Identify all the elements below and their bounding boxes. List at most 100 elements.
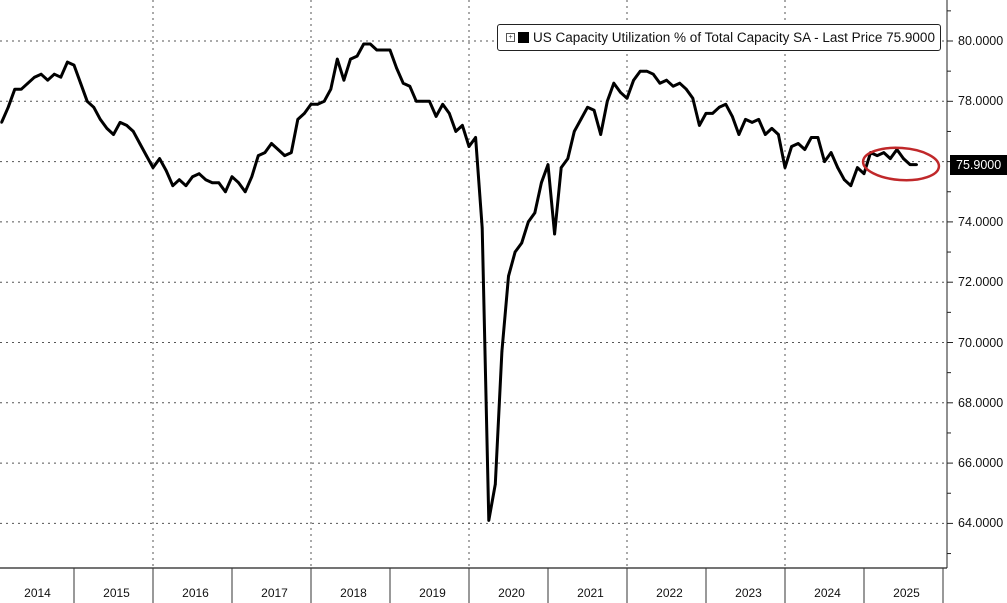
data-point bbox=[816, 136, 820, 139]
data-point bbox=[395, 66, 398, 70]
data-point bbox=[566, 157, 570, 160]
data-point bbox=[487, 519, 491, 522]
data-point bbox=[415, 100, 418, 103]
x-tick-label: 2015 bbox=[103, 586, 130, 600]
y-tick-label: 64.0000 bbox=[958, 516, 1004, 531]
data-point bbox=[145, 154, 148, 157]
data-point bbox=[711, 112, 714, 115]
data-point bbox=[849, 184, 853, 188]
data-point bbox=[908, 163, 912, 166]
data-point bbox=[757, 118, 760, 121]
data-point bbox=[250, 175, 254, 178]
data-point bbox=[612, 81, 616, 85]
data-point bbox=[46, 78, 49, 82]
data-point bbox=[836, 166, 839, 169]
data-point bbox=[875, 154, 879, 157]
y-tick-label: 68.0000 bbox=[958, 395, 1004, 410]
data-point bbox=[605, 100, 609, 103]
data-point bbox=[461, 124, 464, 127]
data-point bbox=[0, 121, 3, 124]
data-point bbox=[99, 118, 102, 121]
data-point bbox=[59, 75, 63, 79]
data-point bbox=[375, 48, 379, 52]
data-point bbox=[619, 90, 622, 94]
data-point bbox=[507, 274, 510, 278]
data-point bbox=[678, 81, 681, 85]
data-point bbox=[92, 106, 96, 109]
data-point bbox=[151, 166, 155, 169]
data-point bbox=[349, 57, 352, 61]
data-point bbox=[210, 181, 214, 185]
data-point bbox=[553, 232, 556, 236]
data-point bbox=[66, 60, 69, 64]
data-point bbox=[276, 148, 280, 151]
data-point bbox=[33, 75, 36, 79]
series-line bbox=[0, 42, 917, 522]
data-point bbox=[632, 78, 635, 82]
data-point bbox=[823, 160, 826, 163]
data-point bbox=[138, 142, 142, 145]
data-point bbox=[184, 184, 188, 188]
data-point bbox=[652, 72, 655, 76]
data-point bbox=[803, 148, 807, 151]
x-tick-label: 2022 bbox=[656, 586, 683, 600]
data-point bbox=[665, 78, 668, 82]
data-point bbox=[6, 106, 10, 109]
data-point bbox=[342, 78, 346, 82]
expand-icon[interactable]: + bbox=[506, 33, 515, 42]
highlight-ellipse bbox=[861, 146, 941, 182]
data-point bbox=[118, 121, 122, 124]
data-point bbox=[796, 142, 800, 145]
data-point bbox=[520, 241, 523, 245]
data-point bbox=[13, 87, 17, 91]
data-point bbox=[559, 166, 563, 169]
legend-label: US Capacity Utilization % of Total Capac… bbox=[533, 30, 935, 45]
data-point bbox=[599, 133, 602, 136]
data-point bbox=[171, 184, 175, 188]
data-point bbox=[783, 166, 787, 169]
x-tick-label: 2024 bbox=[814, 586, 841, 600]
data-point bbox=[105, 127, 109, 130]
data-point bbox=[540, 181, 543, 185]
data-point bbox=[401, 81, 405, 85]
data-point bbox=[52, 72, 56, 76]
x-tick-label: 2014 bbox=[24, 586, 51, 600]
data-point bbox=[494, 482, 497, 486]
data-point bbox=[592, 109, 596, 112]
data-point bbox=[217, 181, 221, 185]
data-point bbox=[224, 190, 227, 194]
y-tick-label: 80.0000 bbox=[958, 34, 1004, 48]
data-point bbox=[237, 181, 240, 185]
data-point bbox=[731, 115, 734, 118]
data-point bbox=[500, 350, 504, 353]
data-point bbox=[902, 157, 905, 160]
data-point bbox=[744, 118, 747, 121]
data-point bbox=[717, 106, 721, 109]
data-point bbox=[447, 112, 451, 115]
data-point bbox=[513, 250, 517, 254]
data-point bbox=[882, 151, 886, 154]
data-point bbox=[336, 57, 339, 61]
x-tick-label: 2025 bbox=[893, 586, 920, 600]
data-point bbox=[362, 42, 365, 46]
data-point bbox=[303, 112, 306, 115]
data-point bbox=[862, 172, 866, 175]
y-tick-label: 78.0000 bbox=[958, 94, 1004, 109]
data-point bbox=[691, 96, 695, 100]
data-point bbox=[645, 69, 649, 73]
data-point bbox=[750, 121, 754, 124]
data-point bbox=[39, 72, 43, 76]
data-point bbox=[368, 42, 372, 46]
data-point bbox=[856, 166, 859, 169]
data-point bbox=[790, 145, 793, 148]
x-tick-label: 2021 bbox=[577, 586, 604, 600]
data-point bbox=[474, 136, 477, 139]
data-point bbox=[533, 211, 537, 215]
data-point bbox=[289, 151, 293, 154]
data-point bbox=[316, 103, 319, 106]
data-point bbox=[243, 190, 247, 194]
data-point bbox=[382, 48, 385, 52]
y-tick-label: 72.0000 bbox=[958, 275, 1004, 290]
x-tick-label: 2019 bbox=[419, 586, 446, 600]
